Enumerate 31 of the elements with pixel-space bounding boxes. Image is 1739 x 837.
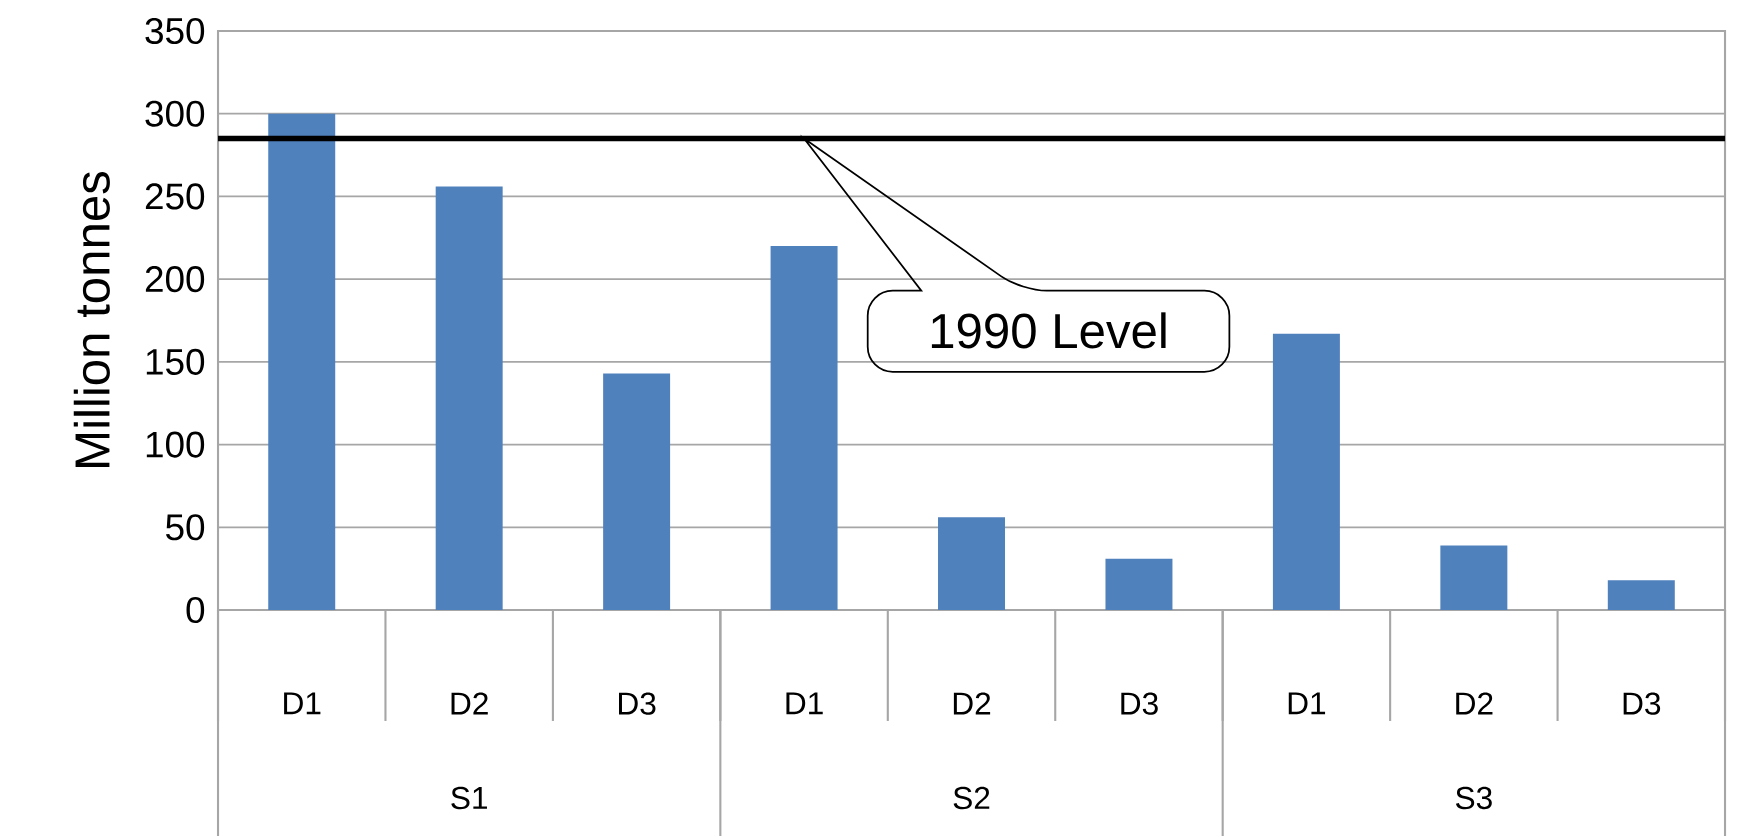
- x-tick-label: D3: [619, 692, 656, 715]
- x-tick-label: D3: [1121, 692, 1158, 715]
- bar: [1607, 580, 1675, 610]
- x-tick-label: D1: [1288, 692, 1326, 715]
- bar: [1105, 558, 1173, 610]
- bar: [938, 517, 1006, 610]
- y-tick-label: 100: [146, 431, 205, 458]
- y-tick-label: 350: [145, 17, 205, 45]
- x-tick-label: D2: [1456, 692, 1493, 715]
- y-tick-label: 300: [145, 100, 205, 127]
- y-tick-label: 200: [145, 266, 205, 293]
- bar: [1440, 545, 1508, 610]
- bar: [435, 186, 503, 610]
- x-tick-label: D3: [1623, 692, 1661, 715]
- legend-label: 1990 Level: [931, 312, 1166, 349]
- x-tick-label: D1: [786, 692, 823, 715]
- x-tick-label: D2: [451, 692, 488, 715]
- x-tick-label: D2: [953, 692, 991, 715]
- bar: [603, 373, 671, 610]
- x-tick-label: D1: [284, 692, 321, 715]
- y-axis-title: Million tonnes: [73, 171, 110, 467]
- bar: [770, 246, 838, 610]
- y-tick-label: 0: [186, 596, 205, 624]
- bar: [268, 113, 336, 610]
- y-tick-label: 150: [146, 348, 205, 375]
- text: S3: [1455, 786, 1492, 810]
- y-tick-label: 50: [166, 514, 205, 541]
- text: S2: [953, 786, 990, 810]
- y-tick-label: 250: [145, 183, 205, 210]
- bar: [1272, 333, 1340, 610]
- text: S1: [451, 786, 487, 810]
